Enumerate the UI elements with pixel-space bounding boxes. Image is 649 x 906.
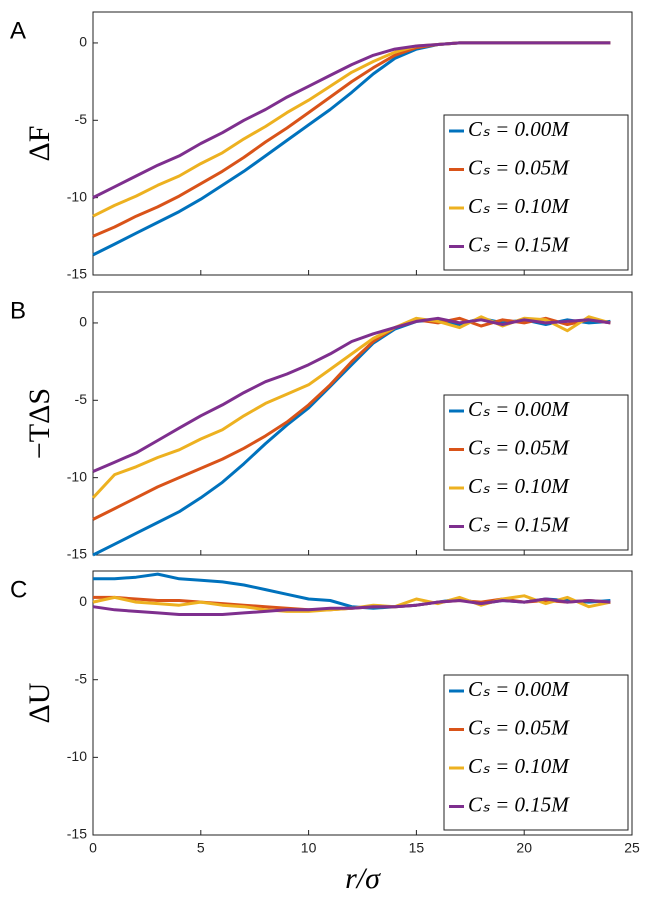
y-axis-label: ΔU — [23, 682, 56, 723]
y-tick-label: -10 — [67, 188, 87, 204]
y-tick-label: -5 — [75, 111, 88, 127]
series-line — [92, 597, 611, 616]
legend-label: Cₛ = 0.00M — [468, 397, 570, 421]
y-tick-label: 0 — [79, 593, 87, 609]
y-tick-label: -10 — [67, 468, 87, 484]
legend-label: Cₛ = 0.15M — [468, 232, 570, 256]
legend-label: Cₛ = 0.05M — [468, 435, 570, 459]
y-tick-label: -15 — [67, 826, 87, 842]
y-tick-label: -10 — [67, 748, 87, 764]
legend-box — [443, 394, 629, 551]
x-tick-label: 5 — [197, 840, 205, 856]
x-axis-label: r/σ — [345, 862, 381, 895]
panel-label: A — [10, 17, 26, 44]
y-tick-label: -5 — [75, 670, 88, 686]
y-tick-label: -15 — [67, 546, 87, 562]
legend-label: Cₛ = 0.15M — [468, 792, 570, 816]
y-axis-label: −TΔS — [23, 388, 56, 459]
series-line — [92, 316, 611, 473]
y-tick-label: 0 — [79, 314, 87, 330]
x-tick-label: 25 — [624, 840, 640, 856]
legend-label: Cₛ = 0.05M — [468, 715, 570, 739]
series-line — [92, 316, 611, 521]
legend-label: Cₛ = 0.10M — [468, 194, 570, 218]
y-tick-label: -15 — [67, 266, 87, 282]
legend-label: Cₛ = 0.00M — [468, 117, 570, 141]
panel-label: C — [10, 576, 27, 603]
x-tick-label: 10 — [301, 840, 317, 856]
legend-label: Cₛ = 0.05M — [468, 155, 570, 179]
y-axis-label: ΔF — [23, 126, 56, 162]
panel-label: B — [10, 297, 26, 324]
series-line — [92, 41, 611, 199]
y-tick-label: -5 — [75, 391, 88, 407]
x-tick-label: 20 — [516, 840, 532, 856]
legend-label: Cₛ = 0.10M — [468, 754, 570, 778]
y-tick-label: 0 — [79, 34, 87, 50]
legend-box — [443, 114, 629, 271]
legend-box — [443, 674, 629, 831]
legend-label: Cₛ = 0.00M — [468, 677, 570, 701]
x-tick-label: 15 — [409, 840, 425, 856]
x-tick-label: 0 — [89, 840, 97, 856]
legend-label: Cₛ = 0.10M — [468, 474, 570, 498]
legend-label: Cₛ = 0.15M — [468, 512, 570, 536]
